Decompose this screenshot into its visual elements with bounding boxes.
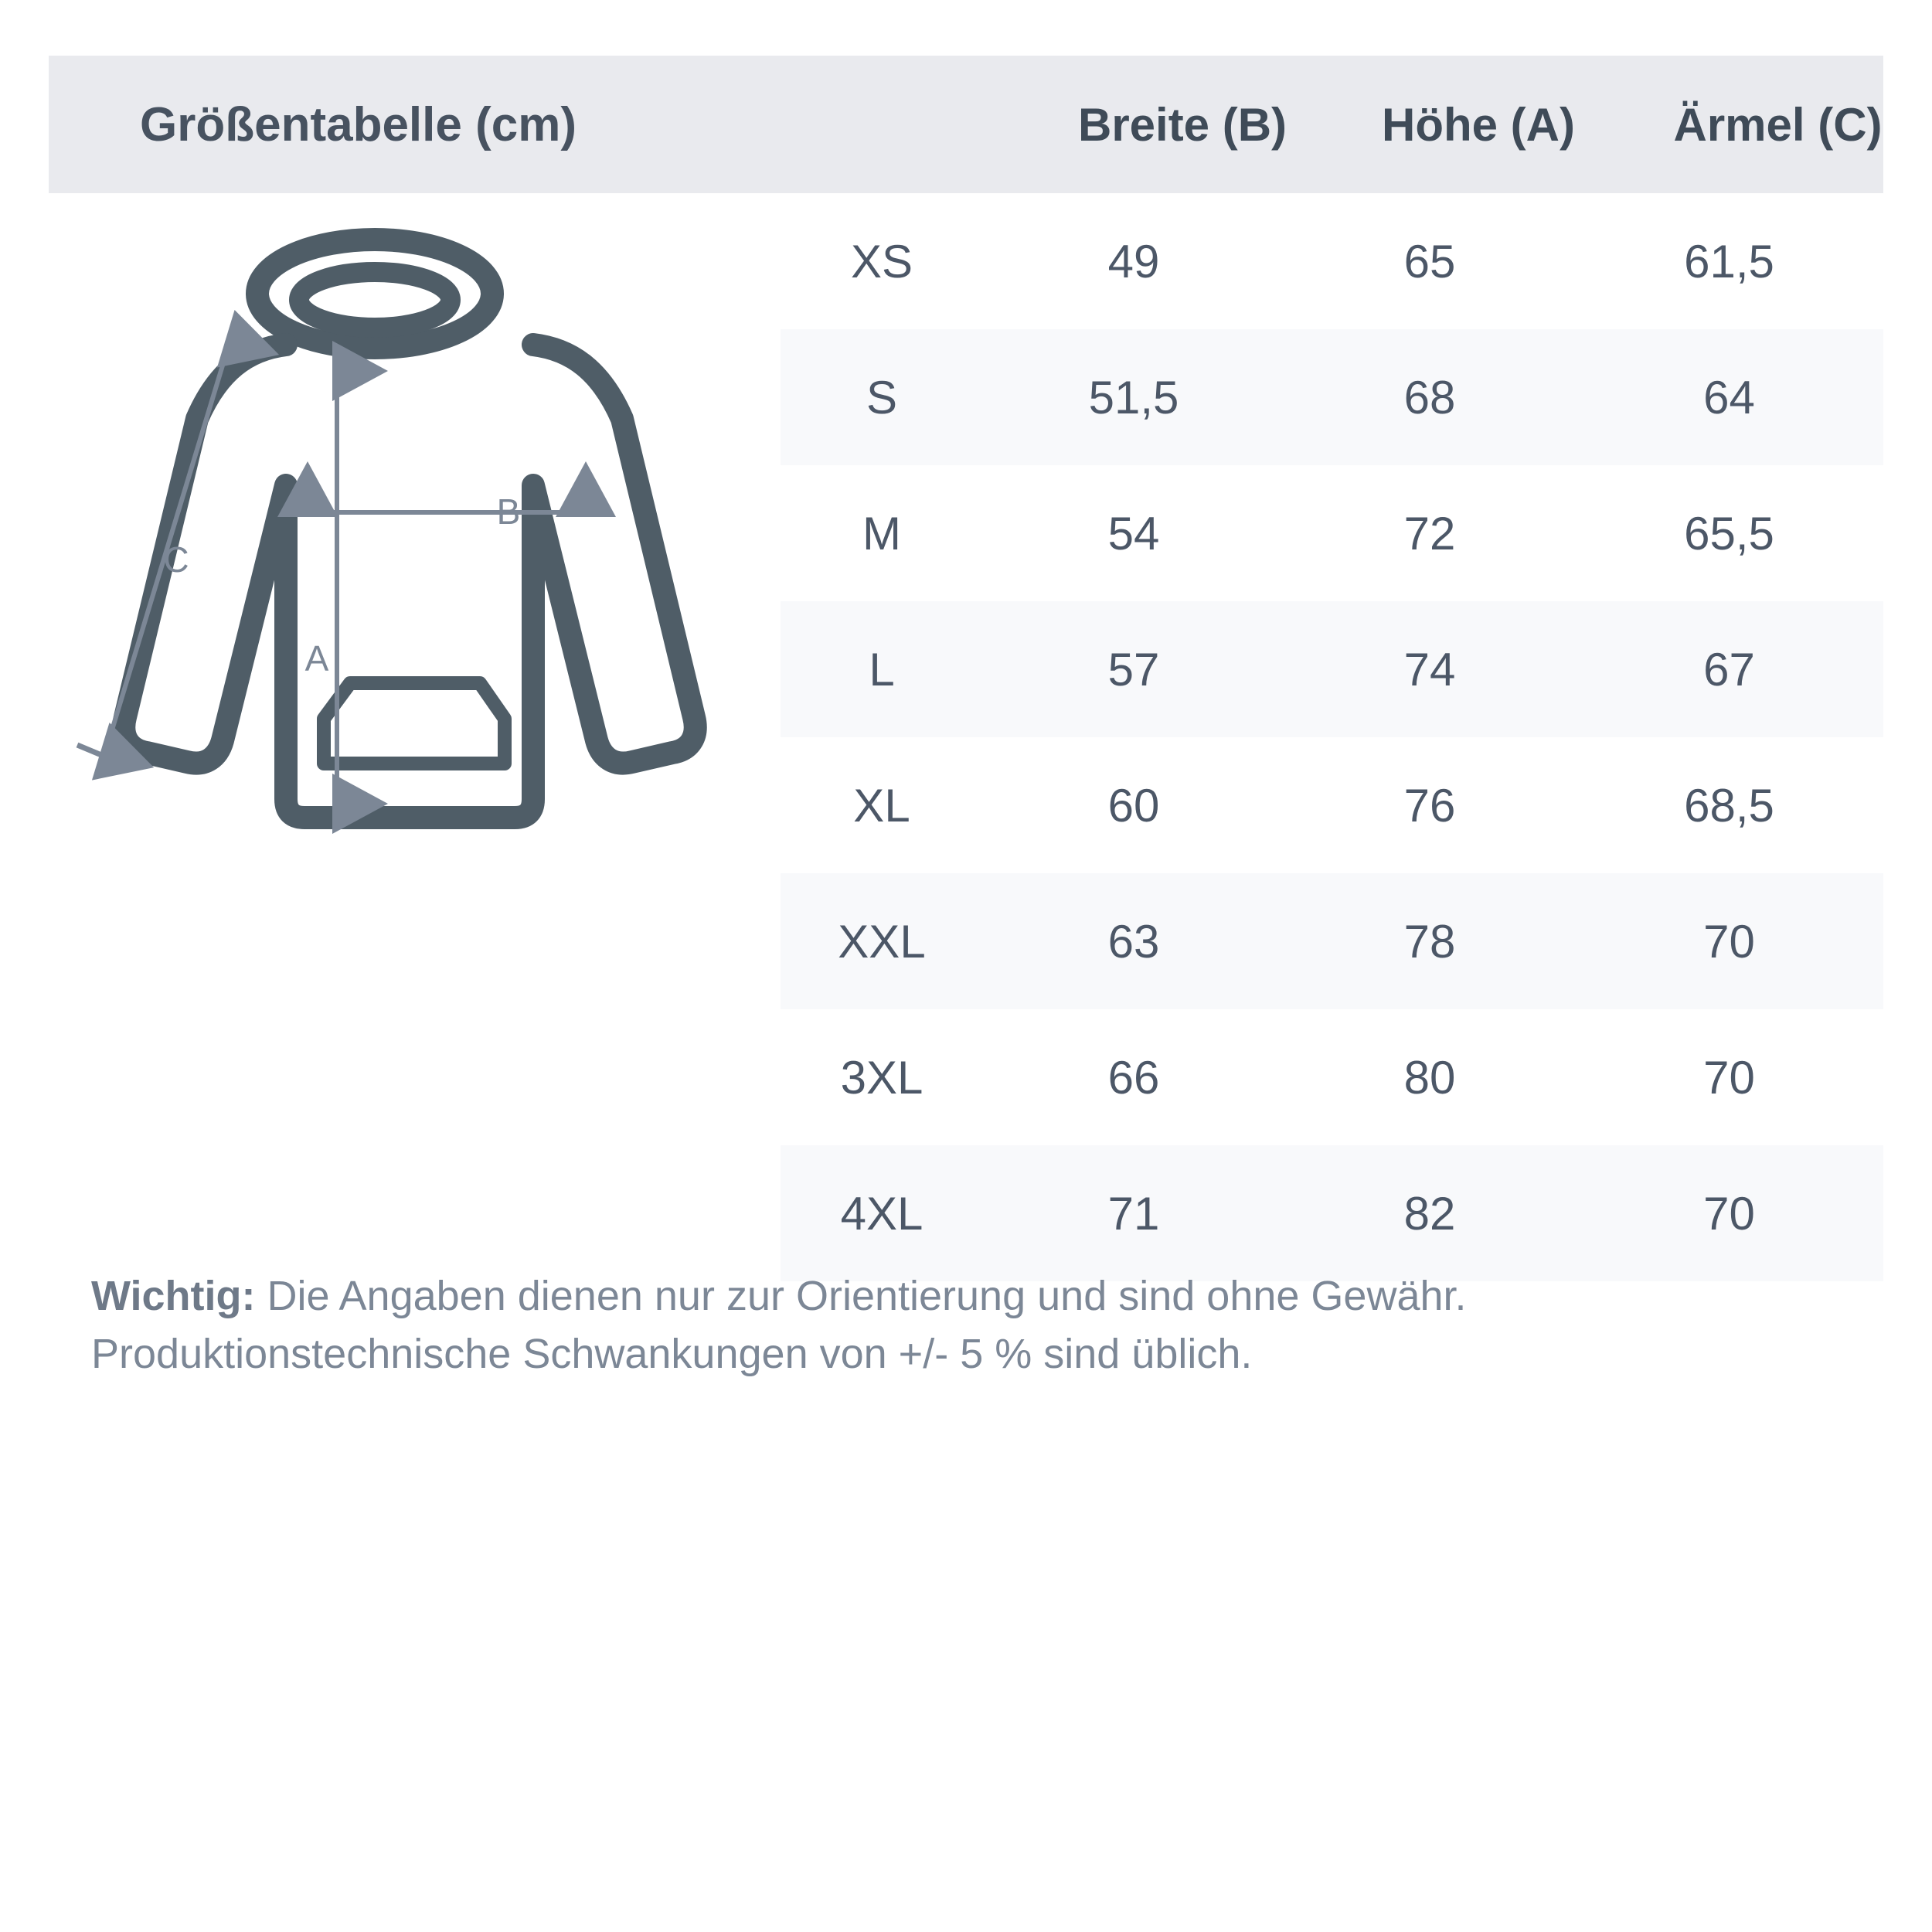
cell-breite: 49	[1107, 235, 1160, 287]
cell-hoehe: 65	[1403, 235, 1456, 287]
table-header-band: Größentabelle (cm) Breite (B) Höhe (A) Ä…	[49, 56, 1883, 193]
table-row: XS 49 65 61,5	[781, 193, 1883, 329]
cell-hoehe: 76	[1403, 779, 1456, 832]
cell-size: 4XL	[840, 1187, 923, 1240]
dimension-arrow-a: A	[305, 341, 388, 834]
cell-size: S	[866, 371, 898, 423]
dimension-label-a: A	[305, 638, 329, 679]
table-row: XL 60 76 68,5	[781, 737, 1883, 873]
table-row: XXL 63 78 70	[781, 873, 1883, 1009]
cell-breite: 63	[1107, 915, 1160, 968]
column-header-breite: Breite (B)	[1077, 98, 1287, 151]
cell-breite: 66	[1107, 1051, 1160, 1104]
cell-size: 3XL	[840, 1051, 923, 1104]
cell-aermel: 65,5	[1684, 507, 1774, 560]
cell-aermel: 67	[1703, 643, 1755, 696]
cell-aermel: 70	[1703, 1187, 1755, 1240]
cell-size: XL	[853, 779, 910, 832]
column-header-aermel: Ärmel (C)	[1673, 98, 1883, 151]
dimension-arrow-b: B	[277, 461, 616, 532]
cell-aermel: 64	[1703, 371, 1755, 423]
cell-hoehe: 72	[1403, 507, 1456, 560]
dimension-arrow-c: C	[76, 309, 280, 781]
table-row: 4XL 71 82 70	[781, 1145, 1883, 1281]
cell-size: M	[862, 507, 901, 560]
table-row: S 51,5 68 64	[781, 329, 1883, 465]
cell-breite: 71	[1107, 1187, 1160, 1240]
cell-size: XS	[850, 235, 913, 287]
cell-size: L	[869, 643, 895, 696]
hoodie-diagram: A B C	[54, 216, 765, 858]
cell-hoehe: 68	[1403, 371, 1456, 423]
table-row: 3XL 66 80 70	[781, 1009, 1883, 1145]
pocket-icon	[317, 676, 512, 770]
hood-icon	[246, 228, 504, 359]
cell-aermel: 61,5	[1684, 235, 1774, 287]
footnote-disclaimer: Wichtig: Die Angaben dienen nur zur Orie…	[91, 1267, 1869, 1383]
cell-aermel: 70	[1703, 1051, 1755, 1104]
footnote-text: Die Angaben dienen nur zur Orientierung …	[91, 1273, 1467, 1377]
size-table-body: XS 49 65 61,5 S 51,5 68 64 M 54 72 65,5 …	[781, 193, 1883, 1281]
column-header-hoehe: Höhe (A)	[1382, 98, 1575, 151]
cell-breite: 57	[1107, 643, 1160, 696]
table-row: L 57 74 67	[781, 601, 1883, 737]
cell-size: XXL	[838, 915, 926, 968]
cell-hoehe: 78	[1403, 915, 1456, 968]
cell-hoehe: 80	[1403, 1051, 1456, 1104]
column-headers: Breite (B) Höhe (A) Ärmel (C)	[829, 56, 1932, 193]
dimension-label-b: B	[497, 492, 521, 532]
cell-breite: 51,5	[1088, 371, 1179, 423]
cell-breite: 54	[1107, 507, 1160, 560]
page-title: Größentabelle (cm)	[140, 97, 577, 151]
table-row: M 54 72 65,5	[781, 465, 1883, 601]
cell-aermel: 70	[1703, 915, 1755, 968]
cell-hoehe: 74	[1403, 643, 1456, 696]
cell-aermel: 68,5	[1684, 779, 1774, 832]
footnote-label: Wichtig:	[91, 1273, 256, 1319]
cell-breite: 60	[1107, 779, 1160, 832]
dimension-label-c: C	[163, 539, 189, 580]
cell-hoehe: 82	[1403, 1187, 1456, 1240]
